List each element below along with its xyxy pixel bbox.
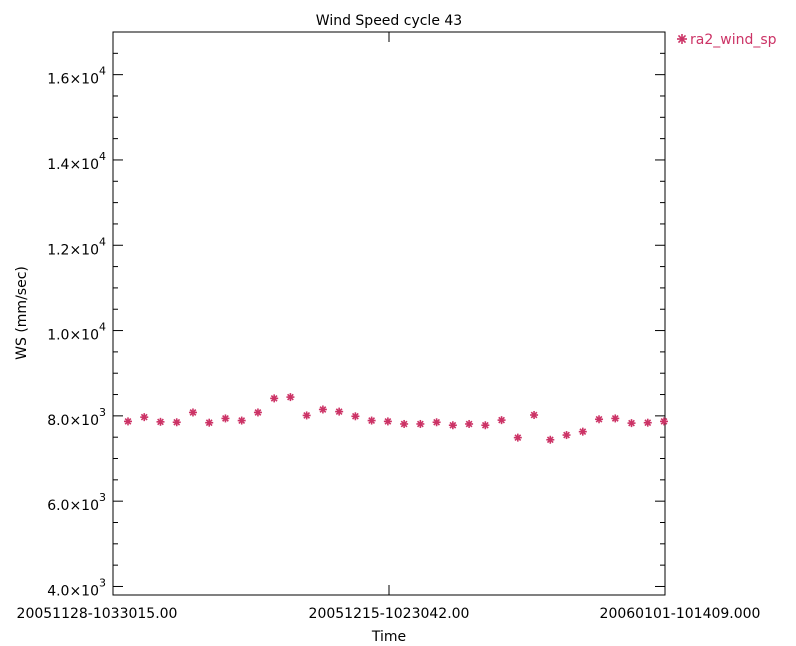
data-point [335,407,344,416]
chart-title: Wind Speed cycle 43 [316,13,462,29]
data-point [497,416,506,425]
data-point [188,408,197,417]
data-point [562,431,571,440]
data-point [611,414,620,423]
plot-frame [112,31,666,596]
y-tick-label: 8.0×103 [47,406,106,429]
data-point [205,418,214,427]
data-point [400,419,409,428]
x-axis: 20051128-1033015.00 20051215-1023042.00 20… [17,32,761,622]
legend: ra2_wind_sp [677,32,777,48]
y-axis: 4.0×103 6.0×103 8.0×103 1.0×104 1.2×104 1.4×1… [47,31,665,599]
data-point [465,419,474,428]
x-tick-label: 20051128-1033015.00 [17,606,178,622]
data-point [432,418,441,427]
legend-marker-asterisk-icon [677,34,687,44]
y-tick-label: 4.0×103 [47,576,106,599]
data-point [578,427,587,436]
data-point [140,413,149,422]
data-point [253,408,262,417]
data-point [643,418,652,427]
data-point [124,417,132,426]
y-tick-label: 1.2×104 [47,235,106,258]
data-points [124,393,668,444]
data-point [351,412,360,421]
y-tick-label: 1.4×104 [47,150,106,173]
data-point [627,419,636,428]
y-axis-label: WS (mm/sec) [14,266,30,360]
data-point [302,411,311,420]
data-point [660,417,668,426]
data-point [172,418,181,427]
data-point [367,416,376,425]
data-point [318,405,327,414]
data-point [383,417,392,426]
data-point [448,421,457,430]
data-point [513,433,522,442]
data-point [481,421,490,430]
y-tick-label: 6.0×103 [47,491,106,514]
x-tick-label: 20051215-1023042.00 [309,606,470,622]
x-tick-label: 20060101-101409.000 [600,606,761,622]
data-point [416,419,425,428]
data-point [156,417,165,426]
data-point [530,411,539,420]
legend-label: ra2_wind_sp [690,32,777,48]
data-point [546,435,555,444]
data-point [270,394,279,403]
data-point [221,414,230,423]
y-tick-label: 1.6×104 [47,65,106,88]
x-axis-label: Time [371,629,406,645]
data-point [237,416,246,425]
data-point [286,393,295,402]
y-tick-label: 1.0×104 [47,321,106,344]
legend-asterisk [677,34,687,44]
data-point [595,415,604,424]
